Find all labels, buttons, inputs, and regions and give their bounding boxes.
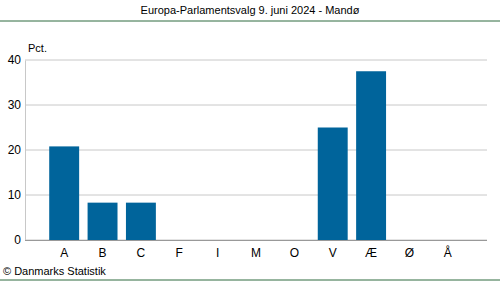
bar — [279, 240, 309, 241]
y-tick: 40 — [8, 53, 25, 67]
bar — [203, 240, 233, 241]
x-tick: A — [60, 240, 68, 260]
x-tick-label: Ø — [405, 246, 414, 260]
bar — [356, 71, 386, 240]
bar — [49, 146, 79, 240]
y-tick: 20 — [8, 143, 25, 157]
x-tick: O — [290, 240, 299, 260]
y-tick: 10 — [8, 188, 25, 202]
y-tick-label: 40 — [8, 53, 22, 67]
x-tick: Å — [444, 240, 452, 260]
x-tick-label: B — [99, 246, 107, 260]
footer-rule — [0, 280, 500, 281]
bar — [394, 240, 424, 241]
x-tick-label: I — [216, 246, 219, 260]
bar — [433, 240, 463, 241]
x-tick-label: Å — [444, 245, 452, 260]
y-tick-label: 30 — [8, 98, 22, 112]
x-tick: Æ — [365, 240, 377, 260]
y-tick-label: 20 — [8, 143, 22, 157]
bar — [164, 240, 194, 241]
x-tick-label: A — [60, 246, 68, 260]
grid-line — [25, 195, 487, 196]
grid-line — [25, 105, 487, 106]
x-tick: B — [99, 240, 107, 260]
x-tick: Ø — [405, 240, 414, 260]
x-tick: V — [329, 240, 337, 260]
x-tick-label: Æ — [365, 246, 377, 260]
header-rule — [0, 21, 500, 22]
y-tick-label: 0 — [14, 233, 21, 247]
grid — [25, 60, 487, 240]
bar — [126, 203, 156, 240]
x-tick: I — [216, 240, 219, 260]
x-tick: C — [137, 240, 146, 260]
x-axis-line — [25, 240, 487, 241]
x-tick-label: M — [251, 246, 261, 260]
y-tick: 0 — [14, 233, 25, 247]
grid-line — [25, 150, 487, 151]
y-tick: 30 — [8, 98, 25, 112]
y-axis-line — [25, 61, 26, 241]
y-tick-label: 10 — [8, 188, 22, 202]
source: © Danmarks Statistik — [3, 265, 106, 277]
x-axis: ABCFIMOVÆØÅ — [25, 240, 487, 260]
title: Europa-Parlamentsvalg 9. juni 2024 - Man… — [141, 4, 360, 16]
x-tick-label: V — [329, 246, 337, 260]
x-tick-label: O — [290, 246, 299, 260]
bars — [49, 71, 386, 240]
grid-line — [25, 60, 487, 61]
x-tick: F — [176, 240, 183, 260]
bar — [88, 203, 118, 240]
y-axis: 0 10 20 30 40 — [8, 53, 26, 247]
chart: Europa-Parlamentsvalg 9. juni 2024 - Man… — [0, 0, 500, 282]
x-tick-label: C — [137, 246, 146, 260]
x-tick: M — [251, 240, 261, 260]
bar — [318, 128, 348, 241]
bar — [241, 240, 271, 241]
y-axis-label: Pct. — [28, 42, 47, 54]
x-tick-label: F — [176, 246, 183, 260]
